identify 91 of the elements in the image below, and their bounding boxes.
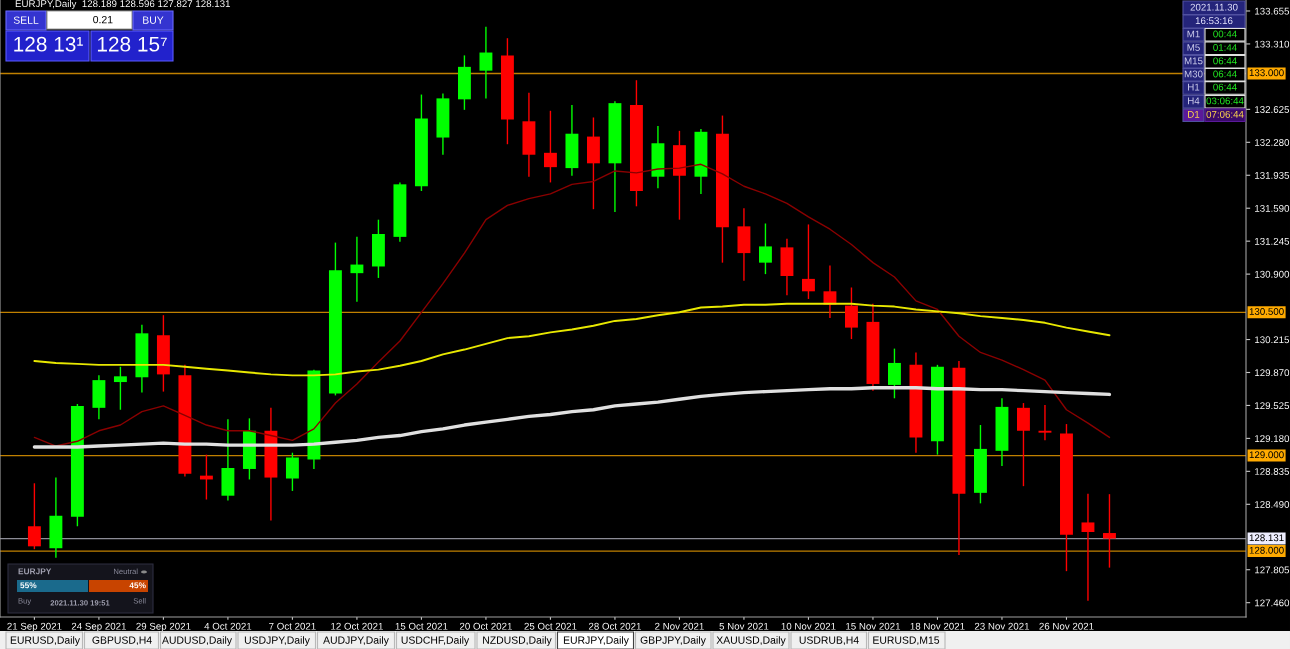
x-tick-label: 26 Nov 2021 (1039, 622, 1094, 630)
ref-line-label: 128.131 (1249, 534, 1284, 542)
text: M1 (1187, 30, 1200, 38)
candlestick (1081, 493, 1095, 602)
text: 03:06:44 (1206, 97, 1244, 105)
x-tick-label: 15 Nov 2021 (846, 622, 901, 630)
annotation: EURJPY (18, 568, 52, 575)
text: H4 (1188, 97, 1200, 105)
annotation: 128 13¹ (14, 36, 83, 52)
y-tick-label: 127.805 (1255, 566, 1290, 574)
annotation: 55% (20, 582, 37, 589)
text: EURJPY,Daily (563, 636, 629, 646)
text: 01:44 (1213, 44, 1237, 51)
text: H1 (1188, 83, 1200, 91)
text: AUDJPY,Daily (323, 636, 389, 646)
ref-line-label: 128.000 (1249, 546, 1284, 554)
text: 07:06:44 (1206, 110, 1244, 118)
x-tick-label: 21 Sep 2021 (7, 622, 62, 632)
x-tick-label: 4 Oct 2021 (204, 622, 252, 630)
y-tick-label: 131.935 (1255, 172, 1290, 179)
text: USDRUB,H4 (799, 636, 859, 646)
ref-line-label: 130.500 (1249, 308, 1284, 315)
candlestick (543, 110, 557, 184)
candlestick (479, 26, 493, 100)
x-tick-label: 29 Sep 2021 (136, 622, 191, 632)
text: 06:44 (1213, 70, 1237, 78)
candlestick (27, 482, 41, 550)
y-tick-label: 133.310 (1255, 40, 1290, 48)
candlestick (759, 222, 772, 275)
x-tick-label: 28 Oct 2021 (588, 622, 641, 630)
annotation: 0.21 (93, 15, 113, 24)
ref-line-label: 133.000 (1249, 69, 1284, 77)
candlestick (350, 236, 364, 303)
text: EURUSD,Daily (10, 636, 80, 646)
y-tick-label: 128.490 (1255, 501, 1290, 508)
y-tick-label: 129.180 (1255, 435, 1290, 443)
x-tick-label: 2 Nov 2021 (655, 622, 704, 630)
x-tick-label: 18 Nov 2021 (910, 622, 965, 630)
text: GBPUSD,H4 (92, 636, 152, 646)
candlestick (1017, 402, 1030, 487)
annotation: SELL (13, 16, 39, 24)
y-tick-label: 133.655 (1255, 7, 1290, 15)
candlestick (113, 366, 127, 411)
y-tick-label: 129.525 (1255, 402, 1290, 410)
x-tick-label: 7 Oct 2021 (269, 622, 316, 630)
candlestick (285, 452, 299, 492)
y-tick-label: 131.245 (1255, 237, 1290, 245)
x-tick-label: 24 Sep 2021 (71, 622, 127, 632)
ref-line-label: 129.000 (1249, 451, 1284, 459)
y-tick-label: 129.870 (1255, 369, 1290, 377)
text: NZDUSD,Daily (483, 636, 552, 646)
x-tick-label: 23 Nov 2021 (974, 622, 1030, 630)
text: 06:44 (1213, 83, 1237, 91)
y-tick-label: 132.280 (1255, 139, 1290, 146)
x-tick-label: 10 Nov 2021 (781, 622, 836, 630)
text: EURUSD,M15 (873, 636, 940, 646)
text: M15 (1184, 57, 1203, 65)
annotation: 45% (129, 582, 146, 589)
line-series (32, 386, 1112, 449)
y-tick-label: 128.835 (1255, 468, 1290, 475)
chart-title: EURJPY,Daily 128.189 128.596 127.827 128.131 (15, 0, 231, 10)
text: 16:53:16 (1195, 17, 1233, 25)
text: XAUUSD,Daily (716, 636, 786, 646)
candlestick (888, 347, 901, 399)
text: USDCHF,Daily (401, 636, 470, 646)
x-tick-label: 5 Nov 2021 (719, 622, 769, 630)
y-tick-label: 130.215 (1255, 336, 1290, 344)
text: 06:44 (1213, 57, 1237, 65)
y-tick-label: 132.625 (1255, 106, 1290, 113)
candlestick (1103, 493, 1116, 569)
annotation: BUY (143, 16, 164, 24)
text: 00:44 (1213, 30, 1237, 38)
x-tick-label: 25 Oct 2021 (524, 622, 577, 630)
candlestick (802, 223, 815, 300)
candlestick (845, 286, 858, 340)
text: 2021.11.30 (1190, 3, 1238, 11)
candlestick (1038, 404, 1052, 441)
y-tick-label: 127.460 (1255, 599, 1290, 607)
line-series (33, 163, 1111, 447)
y-tick-label: 130.900 (1255, 270, 1290, 278)
x-tick-label: 20 Oct 2021 (459, 622, 512, 630)
text: USDJPY,Daily (244, 636, 310, 646)
text: AUDUSD,Daily (162, 636, 232, 646)
annotation: 128 15⁷ (97, 36, 167, 52)
text: M5 (1187, 44, 1200, 51)
y-tick-label: 131.590 (1255, 204, 1290, 212)
text: GBPJPY,Daily (640, 636, 706, 646)
text: M30 (1184, 70, 1203, 78)
x-tick-label: 12 Oct 2021 (331, 622, 383, 630)
text: D1 (1188, 111, 1200, 118)
x-tick-label: 15 Oct 2021 (395, 622, 448, 630)
